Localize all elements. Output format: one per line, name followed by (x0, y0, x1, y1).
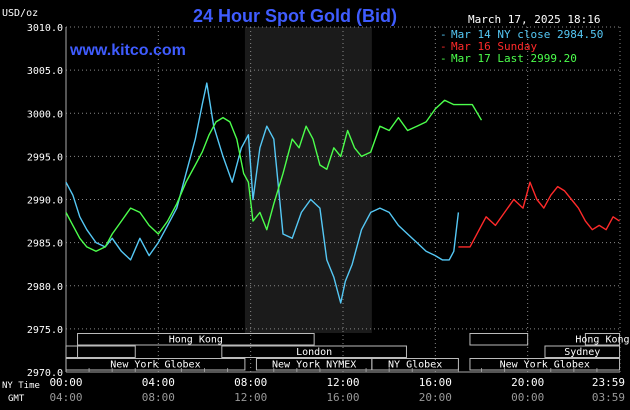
session-bar-label: NY Globex (388, 360, 442, 371)
gmt-time-tick: 04:00 (49, 391, 82, 404)
legend-label-mar14: Mar 14 NY close 2984.50 (451, 28, 603, 41)
session-bar: Hong Kong (575, 333, 630, 346)
y-tick-label: 3010.0 (27, 23, 63, 34)
ny-time-tick: 08:00 (234, 376, 267, 389)
site-link[interactable]: www.kitco.com (69, 42, 186, 59)
gmt-time-tick: 00:00 (511, 391, 544, 404)
session-bars-layer: Hong Kong London New York Globex New York N… (65, 333, 630, 371)
session-bar: Sydney (544, 345, 621, 358)
ny-time-tick: 16:00 (419, 376, 452, 389)
chart-title: 24 Hour Spot Gold (Bid) (193, 6, 397, 26)
legend: - Mar 14 NY close 2984.50 - Mar 16 Sunda… (440, 28, 603, 65)
session-bar (469, 333, 529, 346)
session-bar-label: London (296, 347, 332, 358)
session-bar-box (77, 333, 315, 346)
series-line-2 (65, 99, 483, 253)
series-line-0 (65, 82, 460, 304)
session-bar-box (469, 358, 621, 371)
gmt-time-tick: 08:00 (142, 391, 175, 404)
gmt-time-tick: 16:00 (326, 391, 359, 404)
session-bar: London (221, 345, 407, 358)
y-tick-label: 2970.0 (27, 368, 63, 379)
y-tick-label: 2995.0 (27, 152, 63, 163)
gmt-time-tick: 12:00 (234, 391, 267, 404)
session-bar-box (469, 333, 529, 346)
session-bar-label: Sydney (564, 347, 600, 358)
units-label: USD/oz (2, 8, 38, 19)
ny-time-tick: 23:59 (592, 376, 625, 389)
legend-item-mar16: - Mar 16 Sunday (440, 40, 537, 53)
y-tick-label: 3005.0 (27, 66, 63, 77)
session-bar: New York Globex (469, 358, 621, 371)
gmt-time-tick: 03:59 (592, 391, 625, 404)
ny-time-tick: 00:00 (49, 376, 82, 389)
legend-label-mar16: Mar 16 Sunday (451, 40, 537, 53)
y-tick-label: 2980.0 (27, 282, 63, 293)
ny-time-label: NY Time (2, 381, 40, 391)
session-bar-label: Hong Kong (169, 335, 223, 346)
legend-item-mar17: - Mar 17 Last 2999.20 (440, 52, 577, 65)
session-bar-box (221, 345, 407, 358)
session-bar: Hong Kong (77, 333, 315, 346)
y-tick-label: 2985.0 (27, 239, 63, 250)
y-tick-label: 2975.0 (27, 325, 63, 336)
gmt-time-tick: 20:00 (419, 391, 452, 404)
session-bar-box (544, 345, 621, 358)
session-bar-box (371, 358, 459, 371)
series-layer (65, 82, 620, 304)
session-bar (65, 345, 136, 358)
timestamp: March 17, 2025 18:16 (468, 13, 600, 26)
session-bar: NY Globex (371, 358, 459, 371)
nymex-shaded-band (244, 27, 372, 333)
session-bar: New York NYMEX (255, 358, 373, 371)
session-bar-box (65, 345, 136, 358)
session-bar: New York Globex (65, 358, 246, 371)
legend-dash-mar14: - (440, 28, 447, 41)
session-bar-label: New York Globex (110, 360, 200, 371)
y-tick-label: 2990.0 (27, 196, 63, 207)
legend-item-mar14: - Mar 14 NY close 2984.50 (440, 28, 603, 41)
session-bar-label: New York Globex (500, 360, 590, 371)
nymex-shade-layer (244, 27, 372, 333)
session-bar-box (584, 333, 621, 346)
legend-dash-mar17: - (440, 52, 447, 65)
legend-label-mar17: Mar 17 Last 2999.20 (451, 52, 577, 65)
legend-dash-mar16: - (440, 40, 447, 53)
ny-time-tick: 04:00 (142, 376, 175, 389)
gmt-label: GMT (8, 394, 25, 404)
session-bar-label: New York NYMEX (272, 360, 356, 371)
session-bar-box (65, 358, 246, 371)
time-axis-layer: NY Time GMT 00:00 04:00 04:00 08:00 08:00 12:00… (2, 376, 625, 404)
y-tick-layer: 2970.0 2975.0 2980.0 2985.0 2990.0 2995.0 3000… (27, 23, 63, 379)
series-line-1 (458, 181, 620, 248)
ny-time-tick: 20:00 (511, 376, 544, 389)
y-tick-label: 3000.0 (27, 109, 63, 120)
ny-time-tick: 12:00 (326, 376, 359, 389)
session-bar-label: Hong Kong (575, 335, 629, 346)
